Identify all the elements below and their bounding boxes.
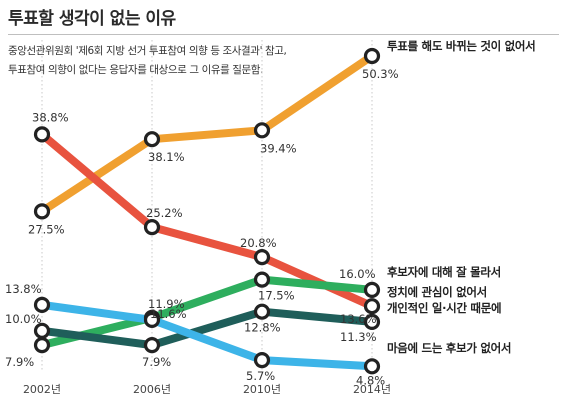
series-name-label: 정치에 관심이 없어서 bbox=[387, 285, 487, 299]
series-line-4 bbox=[41, 307, 373, 350]
chart-title: 투표할 생각이 없는 이유 bbox=[8, 9, 176, 29]
subtitle-line-2: 투표참여 의향이 없다는 응답자를 대상으로 그 이유를 질문함. bbox=[8, 64, 264, 76]
data-label: 38.1% bbox=[148, 150, 185, 164]
data-point bbox=[143, 311, 161, 328]
series-name-label: 개인적인 일·시간 때문에 bbox=[387, 301, 501, 315]
data-label: 7.9% bbox=[142, 355, 171, 369]
data-label: 11.6% bbox=[150, 307, 187, 321]
data-point bbox=[363, 358, 381, 375]
data-point bbox=[363, 47, 381, 65]
series-line-5 bbox=[41, 300, 373, 371]
data-label: 13.8% bbox=[5, 282, 42, 296]
data-label: 27.5% bbox=[28, 222, 65, 236]
x-tick-label: 2006년 bbox=[133, 383, 171, 396]
title-divider bbox=[8, 34, 559, 35]
series-name-label: 후보자에 대해 잘 몰라서 bbox=[387, 265, 501, 279]
data-point bbox=[33, 322, 51, 339]
data-point bbox=[363, 298, 381, 315]
data-label: 11.3% bbox=[340, 330, 377, 344]
data-label: 39.4% bbox=[260, 141, 297, 155]
data-label: 4.8% bbox=[356, 373, 385, 387]
data-label: 10.0% bbox=[5, 312, 42, 326]
x-tick-label: 2014년 bbox=[353, 383, 391, 396]
series-line-1 bbox=[39, 52, 375, 215]
data-label: 25.2% bbox=[146, 206, 183, 220]
data-point bbox=[143, 337, 161, 354]
series-line-3 bbox=[41, 275, 373, 349]
data-point bbox=[33, 296, 51, 313]
data-point bbox=[253, 303, 271, 320]
data-point bbox=[33, 337, 51, 354]
data-label: 20.8% bbox=[240, 236, 277, 250]
data-label: 17.5% bbox=[258, 289, 295, 303]
data-label: 5.7% bbox=[246, 369, 275, 383]
x-tick-label: 2010년 bbox=[243, 383, 281, 396]
data-label: 13.6% bbox=[340, 312, 377, 326]
data-point bbox=[253, 249, 271, 266]
data-label: 16.0% bbox=[339, 267, 376, 281]
data-label: 50.3% bbox=[362, 67, 399, 81]
data-label: 38.8% bbox=[32, 110, 69, 124]
data-point bbox=[253, 352, 271, 369]
data-point bbox=[363, 281, 381, 298]
series-name-label: 마음에 드는 후보가 없어서 bbox=[387, 341, 511, 355]
x-tick-label: 2002년 bbox=[23, 383, 61, 396]
data-label: 11.9% bbox=[148, 297, 185, 311]
data-label: 7.9% bbox=[5, 355, 34, 369]
data-label: 12.8% bbox=[244, 321, 281, 335]
data-point bbox=[253, 122, 271, 139]
subtitle-line-1: 중앙선관위원회 '제6회 지방 선거 투표참여 의향 등 조사결과' 참고, bbox=[8, 45, 287, 57]
series-line-2 bbox=[39, 131, 374, 310]
data-point bbox=[143, 219, 161, 236]
data-point bbox=[33, 126, 51, 143]
series-name-label: 투표를 해도 바뀌는 것이 없어서 bbox=[387, 39, 535, 53]
data-point bbox=[253, 271, 271, 288]
data-point bbox=[33, 203, 51, 220]
data-point bbox=[363, 313, 381, 330]
chart-subtitle: 중앙선관위원회 '제6회 지방 선거 투표참여 의향 등 조사결과' 참고, 투… bbox=[8, 42, 287, 80]
data-point bbox=[143, 131, 161, 148]
